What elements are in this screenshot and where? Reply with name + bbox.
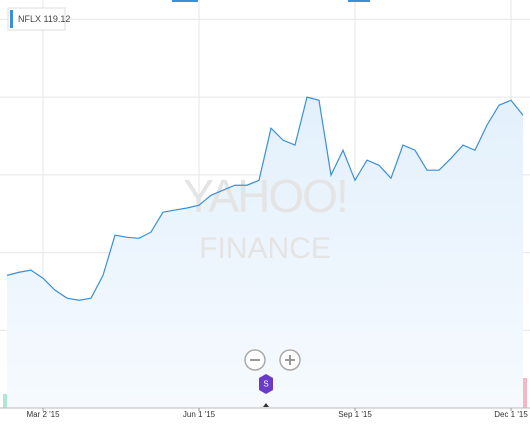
line-layer <box>6 96 524 301</box>
area <box>7 97 523 409</box>
x-tick-label: Mar 2 '15 <box>26 410 60 419</box>
event-pointer <box>263 403 269 407</box>
legend-box <box>7 7 66 31</box>
legend-swatch <box>10 10 13 28</box>
x-tick-label: Dec 1 '15 <box>494 410 528 419</box>
line <box>6 96 524 301</box>
zoom-in[interactable] <box>279 349 301 371</box>
event-label: S <box>263 380 268 389</box>
zoom-out[interactable] <box>244 349 266 371</box>
tab-indicator[interactable] <box>172 0 198 2</box>
x-tick-label: Sep 1 '15 <box>338 410 372 419</box>
legend: NFLX 119.12 <box>7 7 70 31</box>
event-marker[interactable]: S <box>259 374 273 407</box>
watermark: FINANCE <box>199 232 331 265</box>
watermark: YAHOO! <box>183 170 347 222</box>
tab-indicator[interactable] <box>348 0 370 2</box>
x-axis-labels: Mar 2 '15 Jun 1 '15 Sep 1 '15 Dec 1 '15 <box>26 408 528 419</box>
area-layer <box>7 97 523 409</box>
legend-label: NFLX 119.12 <box>18 14 70 24</box>
event-badge[interactable] <box>259 374 273 394</box>
x-tick-label: Jun 1 '15 <box>183 410 216 419</box>
